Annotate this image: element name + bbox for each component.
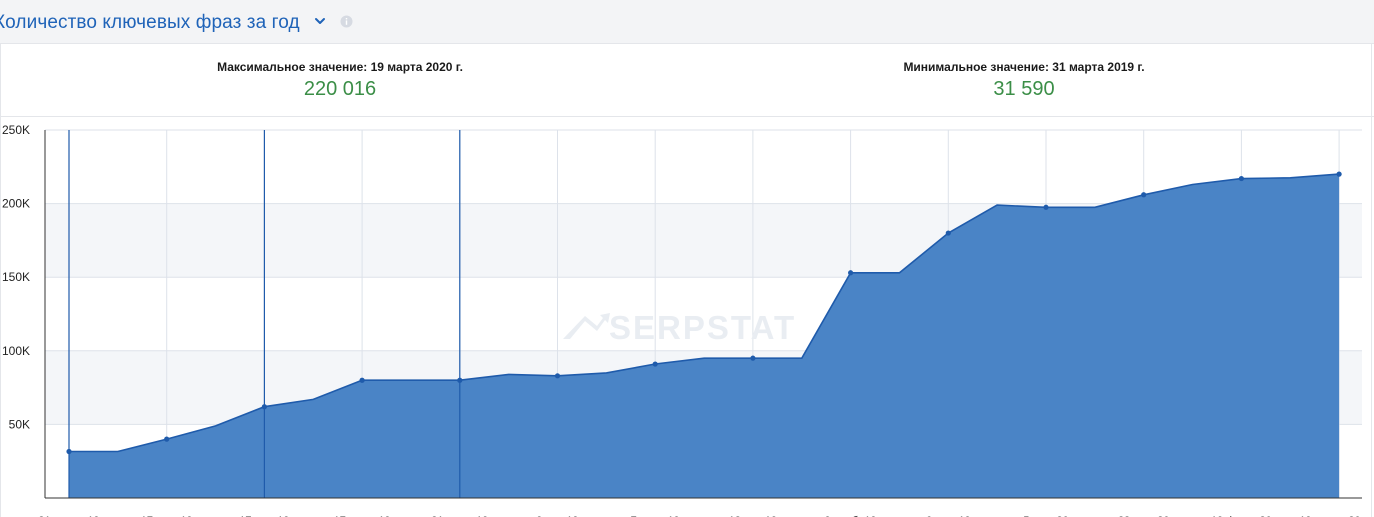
data-point <box>848 270 854 276</box>
stats-bar: Максимальное значение: 19 марта 2020 г. … <box>0 43 1374 117</box>
x-tick-label: 9 нояб. 19 <box>825 515 877 517</box>
watermark-text: SERPSTAT <box>609 309 796 346</box>
data-point <box>1043 204 1049 210</box>
x-tick-label: 17 мая 19 <box>239 515 289 517</box>
data-point <box>1141 192 1147 198</box>
series-line <box>69 173 1340 453</box>
min-label: Минимальное значение: 31 марта 2019 г. <box>903 60 1145 74</box>
x-tick-label: 17 июня 19 <box>334 515 391 517</box>
data-point <box>1238 175 1244 182</box>
series-area <box>69 174 1340 498</box>
x-tick-label: 23 янв. 20 <box>1118 515 1170 517</box>
widget-title[interactable]: Количество ключевых фраз за год <box>0 12 300 33</box>
max-label: Максимальное значение: 19 марта 2020 г. <box>217 60 463 74</box>
max-value: 220 016 <box>303 78 377 100</box>
watermark: SERPSTAT <box>563 309 796 346</box>
chevron-down-icon[interactable] <box>313 14 327 28</box>
x-tick-label: 17 апр. 19 <box>141 515 193 517</box>
x-tick-label: 13 окт. 19 <box>729 515 778 517</box>
x-tick-label: 6 дек. 19 <box>926 515 971 517</box>
data-point <box>750 355 756 361</box>
y-tick-label: 250K <box>2 123 30 137</box>
x-tick-label: 19 марта 20 <box>1299 515 1360 517</box>
data-point <box>554 373 561 379</box>
min-stat: Минимальное значение: 31 марта 2019 г. 3… <box>824 43 1224 101</box>
min-value: 31 590 <box>993 78 1055 100</box>
max-stat: Максимальное значение: 19 марта 2020 г. … <box>140 43 540 101</box>
x-tick-label: 31 марта 19 <box>38 515 99 517</box>
widget-header: Количество ключевых фраз за год <box>0 0 1374 44</box>
y-tick-label: 50K <box>9 417 30 431</box>
data-point <box>1336 171 1342 177</box>
serpstat-logo-icon <box>563 313 610 339</box>
x-tick-label: 7 сент. 19 <box>631 515 680 517</box>
x-tick-label: 19 февр. 20 <box>1211 515 1272 517</box>
x-tick-label: 9 авг. 19 <box>536 515 578 517</box>
data-point <box>164 436 170 442</box>
x-tick-label: 21 июля 19 <box>431 515 488 517</box>
chart-panel <box>0 43 1372 517</box>
y-tick-label: 100K <box>2 344 30 358</box>
data-point <box>652 361 658 367</box>
x-tick-label: 5 янв. 20 <box>1023 515 1068 517</box>
keywords-area-chart: SERPSTAT 50K 100K 150K 200K 250K 31 марта 19… <box>2 123 1362 517</box>
y-tick-label: 150K <box>2 270 30 284</box>
data-point <box>945 230 951 236</box>
data-point <box>359 377 365 383</box>
y-tick-label: 200K <box>2 197 30 211</box>
info-icon[interactable] <box>340 15 353 28</box>
